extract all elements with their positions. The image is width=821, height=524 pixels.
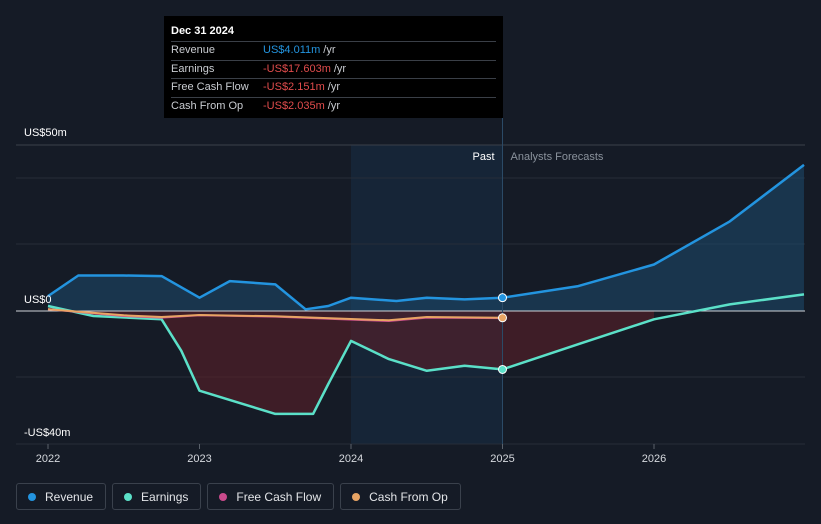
tooltip-row-value: -US$17.603m: [263, 62, 331, 75]
x-tick-label: 2022: [36, 453, 60, 465]
tooltip-row-value: -US$2.151m: [263, 81, 325, 93]
legend-item-revenue[interactable]: Revenue: [16, 483, 107, 510]
tooltip-row: Revenue US$4.011m/yr: [171, 42, 496, 61]
tooltip-row-unit: /yr: [323, 44, 336, 56]
legend-label: Free Cash Flow: [236, 489, 322, 504]
tooltip-row-label: Revenue: [171, 44, 216, 56]
x-tick-label: 2025: [490, 453, 514, 465]
tooltip: Dec 31 2024 Revenue US$4.011m/yr Earnings -…: [164, 16, 503, 118]
tooltip-row-unit: /yr: [327, 81, 340, 93]
x-tick-label: 2023: [187, 453, 211, 465]
tooltip-row-unit: /yr: [333, 62, 347, 75]
x-tick-label: 2024: [339, 453, 363, 465]
series-line-revenue: [47, 163, 805, 311]
legend-label: Cash From Op: [369, 489, 448, 504]
y-label-bottom: -US$40m: [24, 427, 70, 439]
x-tick-label: 2026: [642, 453, 666, 465]
past-region: [351, 145, 503, 444]
tooltip-row: Earnings -US$17.603m/yr: [171, 61, 496, 79]
marker-revenue: [498, 293, 507, 303]
marker-cash-from-op: [498, 313, 507, 323]
tooltip-row: Free Cash Flow -US$2.151m/yr: [171, 79, 496, 98]
marker-earnings: [498, 364, 507, 374]
series-line-earnings: [47, 293, 805, 416]
legend-item-free-cash-flow[interactable]: Free Cash Flow: [207, 483, 335, 510]
legend-label: Revenue: [45, 489, 94, 504]
y-label-top: US$50m: [24, 127, 67, 139]
tooltip-row-label: Cash From Op: [171, 99, 244, 112]
legend: Revenue Earnings Free Cash Flow Cash From O…: [16, 483, 461, 510]
legend-item-earnings[interactable]: Earnings: [112, 483, 202, 510]
legend-dot-icon: [352, 492, 361, 501]
tooltip-row-value: US$4.011m: [263, 44, 321, 56]
tooltip-date: Dec 31 2024: [171, 24, 496, 42]
legend-dot-icon: [219, 492, 228, 501]
y-label-zero: US$0: [24, 294, 52, 306]
legend-item-cash-from-op[interactable]: Cash From Op: [340, 483, 461, 510]
legend-dot-icon: [124, 492, 133, 501]
legend-dot-icon: [28, 492, 36, 501]
past-label: Past: [472, 151, 494, 163]
legend-label: Earnings: [141, 489, 189, 504]
tooltip-row-unit: /yr: [327, 99, 340, 112]
forecast-label: Analysts Forecasts: [511, 151, 604, 163]
tooltip-row-value: -US$2.035m: [263, 99, 325, 112]
tooltip-row-label: Free Cash Flow: [171, 81, 249, 93]
series-line-cash-from-op: [47, 308, 503, 322]
tooltip-row: Cash From Op -US$2.035m/yr: [171, 98, 496, 116]
tooltip-row-label: Earnings: [171, 62, 215, 75]
revenue-area: [48, 164, 804, 311]
